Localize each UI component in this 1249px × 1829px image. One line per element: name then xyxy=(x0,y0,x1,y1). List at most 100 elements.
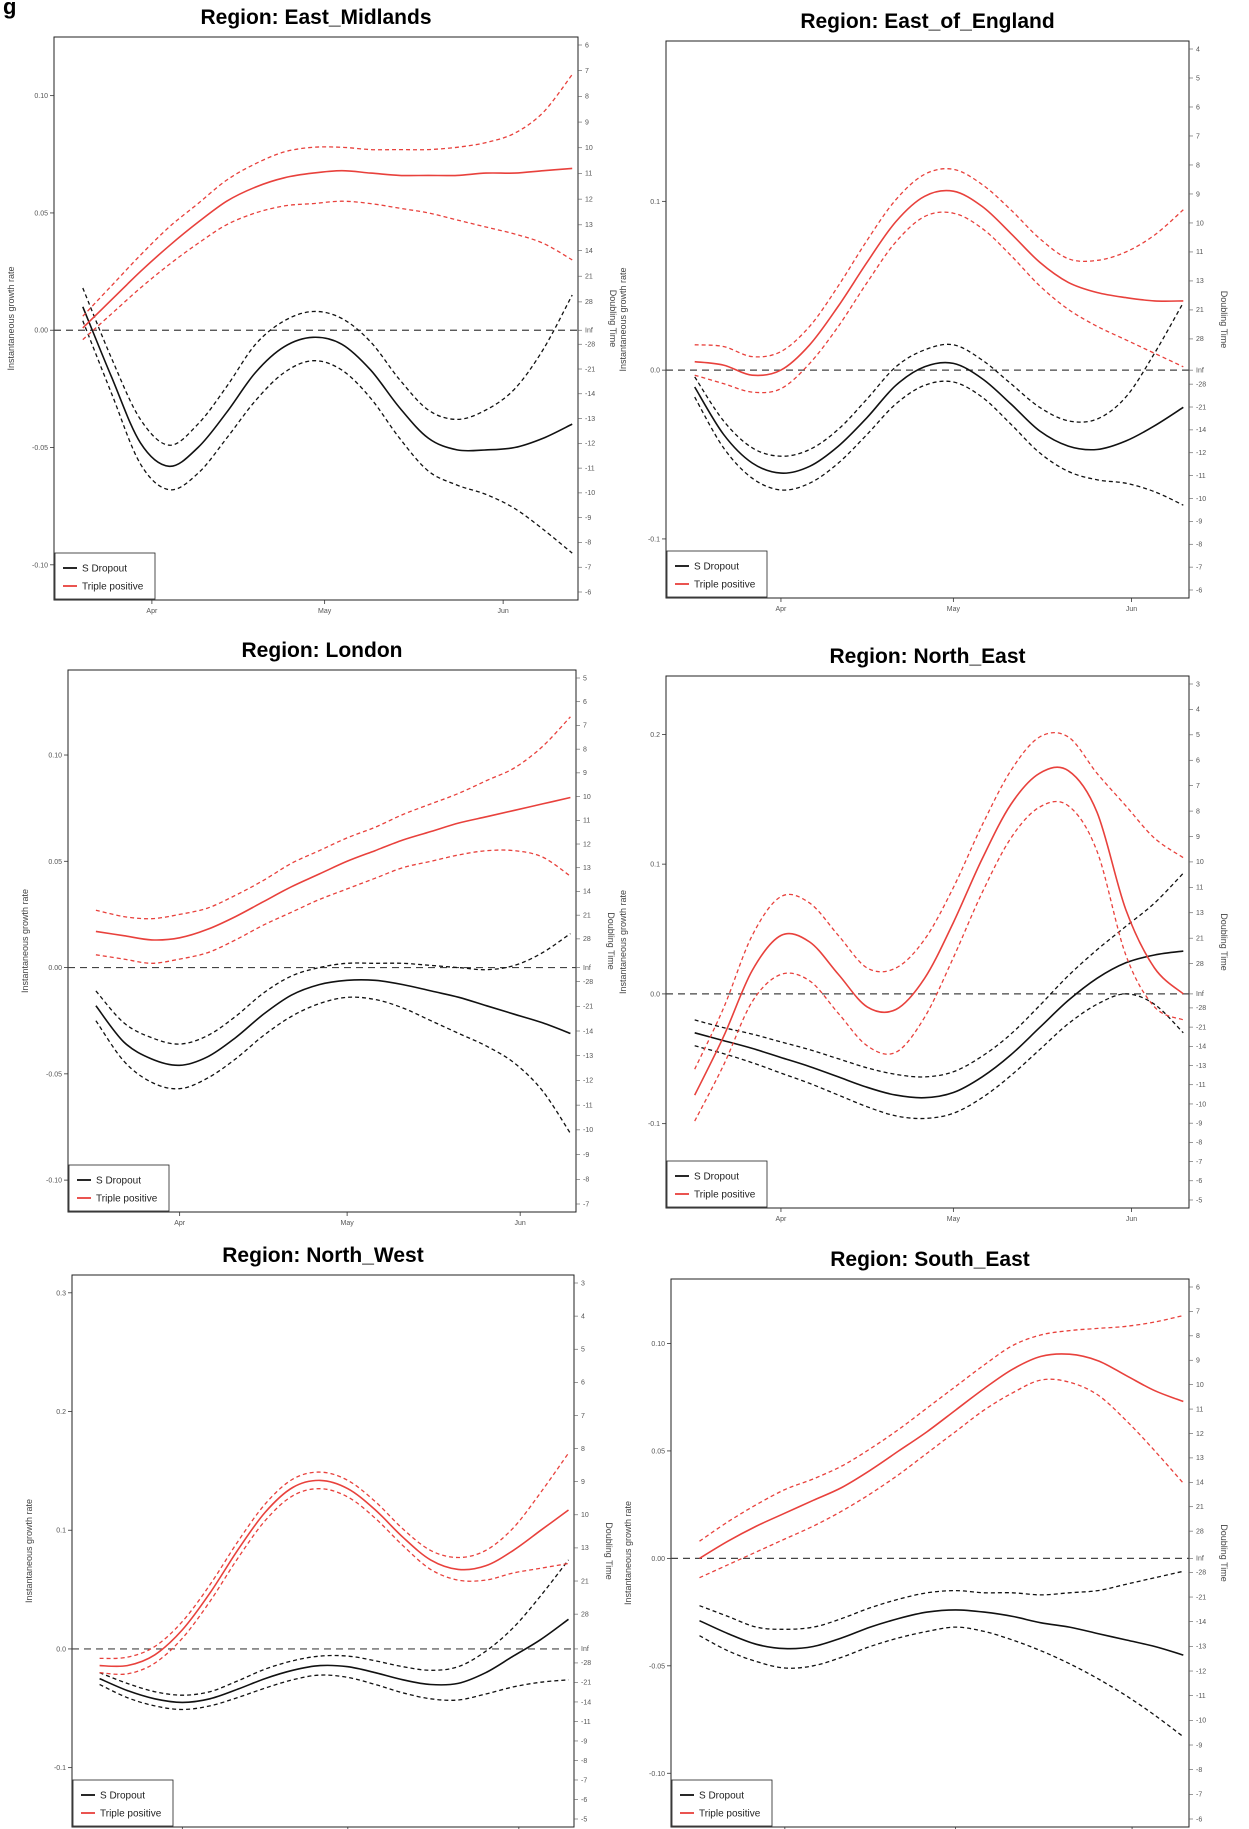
doubling-tick-label: 10 xyxy=(583,794,591,801)
doubling-tick-label: -7 xyxy=(585,565,591,572)
plot-frame xyxy=(665,675,1190,1209)
doubling-tick-label: 10 xyxy=(585,145,593,152)
doubling-tick-label: 9 xyxy=(581,1479,585,1486)
panel-east-of-england: Region: East_of_England -0.1 0.0 0.1 Apr May J… xyxy=(618,10,1229,613)
y-tick-label: -0.10 xyxy=(46,1178,62,1185)
doubling-tick-label: Inf xyxy=(1196,367,1204,374)
doubling-tick-label: 4 xyxy=(1196,707,1200,714)
triple-positive-estimate-line xyxy=(95,796,571,941)
legend-box xyxy=(666,550,768,598)
y2-axis-label: Doubling Time xyxy=(604,1522,614,1580)
chart-title: Region: London xyxy=(242,639,403,662)
doubling-tick-label: 11 xyxy=(585,171,592,178)
triple-positive-estimate-line xyxy=(699,1353,1184,1560)
s-dropout-lower-line xyxy=(699,1626,1184,1738)
legend-box xyxy=(666,1160,768,1208)
y-tick-label: 0.1 xyxy=(650,199,660,206)
doubling-tick-label: 12 xyxy=(583,841,591,848)
doubling-tick-label: -7 xyxy=(1196,1792,1202,1799)
panel-east-midlands: Region: East_Midlands -0.10 -0.05 0.00 0.05 0… xyxy=(6,6,618,615)
s-dropout-lower-line xyxy=(99,1674,569,1711)
panel-north-west: Region: North_West-0.10.00.10.20.3AprMay… xyxy=(24,1244,614,1829)
x-tick-label: Apr xyxy=(775,1216,787,1223)
doubling-tick-label: -11 xyxy=(581,1719,591,1726)
doubling-tick-label: -8 xyxy=(583,1177,589,1184)
doubling-tick-label: 8 xyxy=(1196,162,1200,169)
doubling-tick-label: -7 xyxy=(1196,564,1202,571)
doubling-tick-label: 21 xyxy=(581,1578,589,1585)
doubling-tick-label: 8 xyxy=(585,94,589,101)
s-dropout-upper-line xyxy=(99,1559,570,1696)
chart-title: Region: East_of_England xyxy=(800,10,1054,33)
doubling-tick-label: -14 xyxy=(581,1699,591,1706)
s-dropout-upper-line xyxy=(95,933,571,1045)
s-dropout-upper-line xyxy=(694,872,1184,1078)
doubling-tick-label: -28 xyxy=(583,979,593,986)
doubling-tick-label: -8 xyxy=(1196,1140,1202,1147)
doubling-tick-label: 9 xyxy=(1196,1358,1200,1365)
doubling-tick-label: -7 xyxy=(581,1777,587,1784)
doubling-tick-label: 14 xyxy=(583,889,591,896)
doubling-tick-label: -12 xyxy=(583,1078,593,1085)
triple-positive-lower-line xyxy=(95,849,571,964)
x-tick-label: Apr xyxy=(174,1220,186,1227)
chart-title: Region: North_West xyxy=(222,1244,423,1267)
legend-label: S Dropout xyxy=(100,1791,145,1802)
doubling-tick-label: -13 xyxy=(1196,1063,1206,1070)
doubling-tick-label: -5 xyxy=(1196,1197,1202,1204)
y-axis-label: Instantaneous growth rate xyxy=(24,1499,34,1603)
x-tick-label: Jun xyxy=(1126,1216,1137,1223)
legend-box xyxy=(68,1164,170,1212)
doubling-tick-label: -21 xyxy=(585,366,595,373)
y-tick-label: 0.00 xyxy=(651,1556,665,1563)
doubling-tick-label: -14 xyxy=(1196,427,1206,434)
x-tick-label: Apr xyxy=(146,608,158,615)
doubling-tick-label: -13 xyxy=(585,416,595,423)
legend-box xyxy=(72,1779,174,1827)
doubling-tick-label: 5 xyxy=(1196,75,1200,82)
s-dropout-upper-line xyxy=(694,302,1184,457)
doubling-tick-label: -6 xyxy=(1196,587,1202,594)
chart-title: Region: South_East xyxy=(830,1248,1030,1271)
doubling-tick-label: 7 xyxy=(581,1413,585,1420)
doubling-tick-label: 12 xyxy=(1196,1431,1204,1438)
doubling-tick-label: -11 xyxy=(585,465,595,472)
doubling-tick-label: -28 xyxy=(581,1660,591,1667)
doubling-tick-label: -11 xyxy=(583,1102,593,1109)
y-tick-label: -0.05 xyxy=(32,445,48,452)
doubling-tick-label: 10 xyxy=(1196,1382,1204,1389)
doubling-tick-label: -13 xyxy=(583,1053,593,1060)
s-dropout-upper-line xyxy=(82,287,573,446)
triple-positive-lower-line xyxy=(694,800,1184,1122)
doubling-tick-label: 28 xyxy=(585,299,593,306)
y-axis-label: Instantaneous growth rate xyxy=(618,267,628,371)
y-tick-label: 0.05 xyxy=(651,1448,665,1455)
doubling-tick-label: 6 xyxy=(581,1380,585,1387)
doubling-tick-label: 13 xyxy=(585,222,593,229)
x-tick-label: Jun xyxy=(1126,606,1137,613)
triple-positive-lower-line xyxy=(99,1488,569,1676)
triple-positive-estimate-line xyxy=(82,167,573,329)
doubling-tick-label: 21 xyxy=(1196,935,1204,942)
doubling-tick-label: -10 xyxy=(1196,1101,1206,1108)
legend-label: S Dropout xyxy=(694,1172,739,1183)
doubling-tick-label: 10 xyxy=(1196,859,1204,866)
doubling-tick-label: 13 xyxy=(581,1545,589,1552)
y-tick-label: -0.05 xyxy=(649,1663,665,1670)
doubling-tick-label: -8 xyxy=(1196,1767,1202,1774)
y-tick-label: 0.00 xyxy=(48,965,62,972)
y2-axis-label: Doubling Time xyxy=(1219,1524,1229,1582)
doubling-tick-label: -7 xyxy=(583,1201,589,1208)
doubling-tick-label: -7 xyxy=(1196,1159,1202,1166)
doubling-tick-label: 21 xyxy=(1196,1504,1204,1511)
legend-box xyxy=(54,552,156,600)
doubling-tick-label: 6 xyxy=(1196,104,1200,111)
doubling-tick-label: 11 xyxy=(583,818,590,825)
doubling-tick-label: 21 xyxy=(583,912,591,919)
doubling-tick-label: 9 xyxy=(585,119,589,126)
y-tick-label: 0.05 xyxy=(48,859,62,866)
doubling-tick-label: 11 xyxy=(1196,885,1203,892)
doubling-tick-label: -21 xyxy=(581,1680,591,1687)
triple-positive-estimate-line xyxy=(694,189,1184,377)
